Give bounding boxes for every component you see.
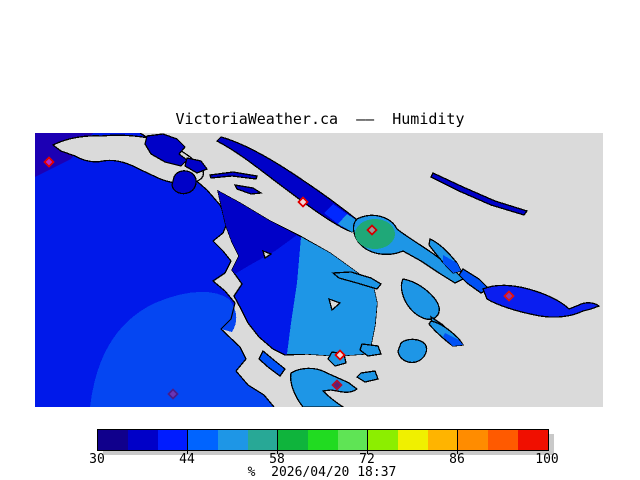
colorbar-caption: % 2026/04/20 18:37 bbox=[247, 465, 397, 480]
colorbar-tick bbox=[367, 429, 368, 454]
station-marker-icon bbox=[334, 349, 346, 361]
water-sliver-e bbox=[233, 184, 263, 195]
coastline bbox=[139, 133, 275, 407]
colorbar-shadow bbox=[103, 434, 554, 455]
contour-region-teal bbox=[355, 219, 395, 249]
gulf-strip-f-contour bbox=[443, 333, 463, 346]
channel-east-blob bbox=[482, 284, 601, 318]
station-marker-icon bbox=[297, 196, 309, 208]
water-sliver-ne bbox=[430, 172, 529, 216]
station-marker-icon bbox=[331, 379, 343, 391]
colorbar-tick-label: 100 bbox=[535, 452, 559, 467]
colorbar-segment bbox=[428, 430, 458, 450]
water-sliver-d bbox=[209, 171, 258, 180]
station-marker-icon bbox=[167, 388, 179, 400]
colorbar-segment bbox=[98, 430, 128, 450]
colorbar-segment bbox=[278, 430, 308, 450]
islet-b bbox=[262, 249, 273, 260]
station-marker-icon bbox=[43, 156, 55, 168]
gulf-strip-d-contour bbox=[443, 255, 461, 273]
colorbar-tick-label: 30 bbox=[89, 452, 105, 467]
harbour-water bbox=[289, 367, 359, 407]
bay-small-b bbox=[359, 343, 382, 357]
contour-region-ocean-light bbox=[90, 291, 274, 407]
colorbar-segment bbox=[128, 430, 158, 450]
colorbar-segment bbox=[188, 430, 218, 450]
humidity-map bbox=[35, 133, 603, 407]
colorbar-segment bbox=[158, 430, 188, 450]
station-marker-icon bbox=[366, 224, 378, 236]
water-shape-c bbox=[171, 170, 197, 195]
colorbar-segment bbox=[368, 430, 398, 450]
colorbar-segment bbox=[518, 430, 548, 450]
colorbar-segment bbox=[338, 430, 368, 450]
station-markers bbox=[43, 156, 515, 400]
colorbar bbox=[97, 429, 549, 451]
colorbar-tick bbox=[187, 429, 188, 454]
central-strait-contour-sky bbox=[287, 237, 377, 356]
colorbar-segment bbox=[458, 430, 488, 450]
colorbar-tick-label: 86 bbox=[449, 452, 465, 467]
station-marker-icon bbox=[503, 290, 515, 302]
colorbar-tick-label: 58 bbox=[269, 452, 285, 467]
colorbar-tick-label: 44 bbox=[179, 452, 195, 467]
gulf-strip-a bbox=[331, 271, 382, 290]
colorbar-segment bbox=[308, 430, 338, 450]
central-strait-contour-navy bbox=[218, 191, 297, 274]
colorbar-tick-label: 72 bbox=[359, 452, 375, 467]
colorbar-segment bbox=[218, 430, 248, 450]
water-arm bbox=[258, 349, 286, 377]
water-shape-b bbox=[184, 157, 209, 174]
colorbar-tick bbox=[277, 429, 278, 454]
bay-round bbox=[397, 338, 428, 364]
bay-small-c bbox=[355, 370, 379, 383]
colorbar-segment bbox=[398, 430, 428, 450]
colorbar-tick bbox=[457, 429, 458, 454]
colorbar-segment bbox=[488, 430, 518, 450]
gulf-strip-e bbox=[458, 268, 491, 294]
page-title: VictoriaWeather.ca —— Humidity bbox=[175, 110, 465, 128]
islet-a bbox=[328, 297, 342, 312]
colorbar-segment bbox=[248, 430, 278, 450]
